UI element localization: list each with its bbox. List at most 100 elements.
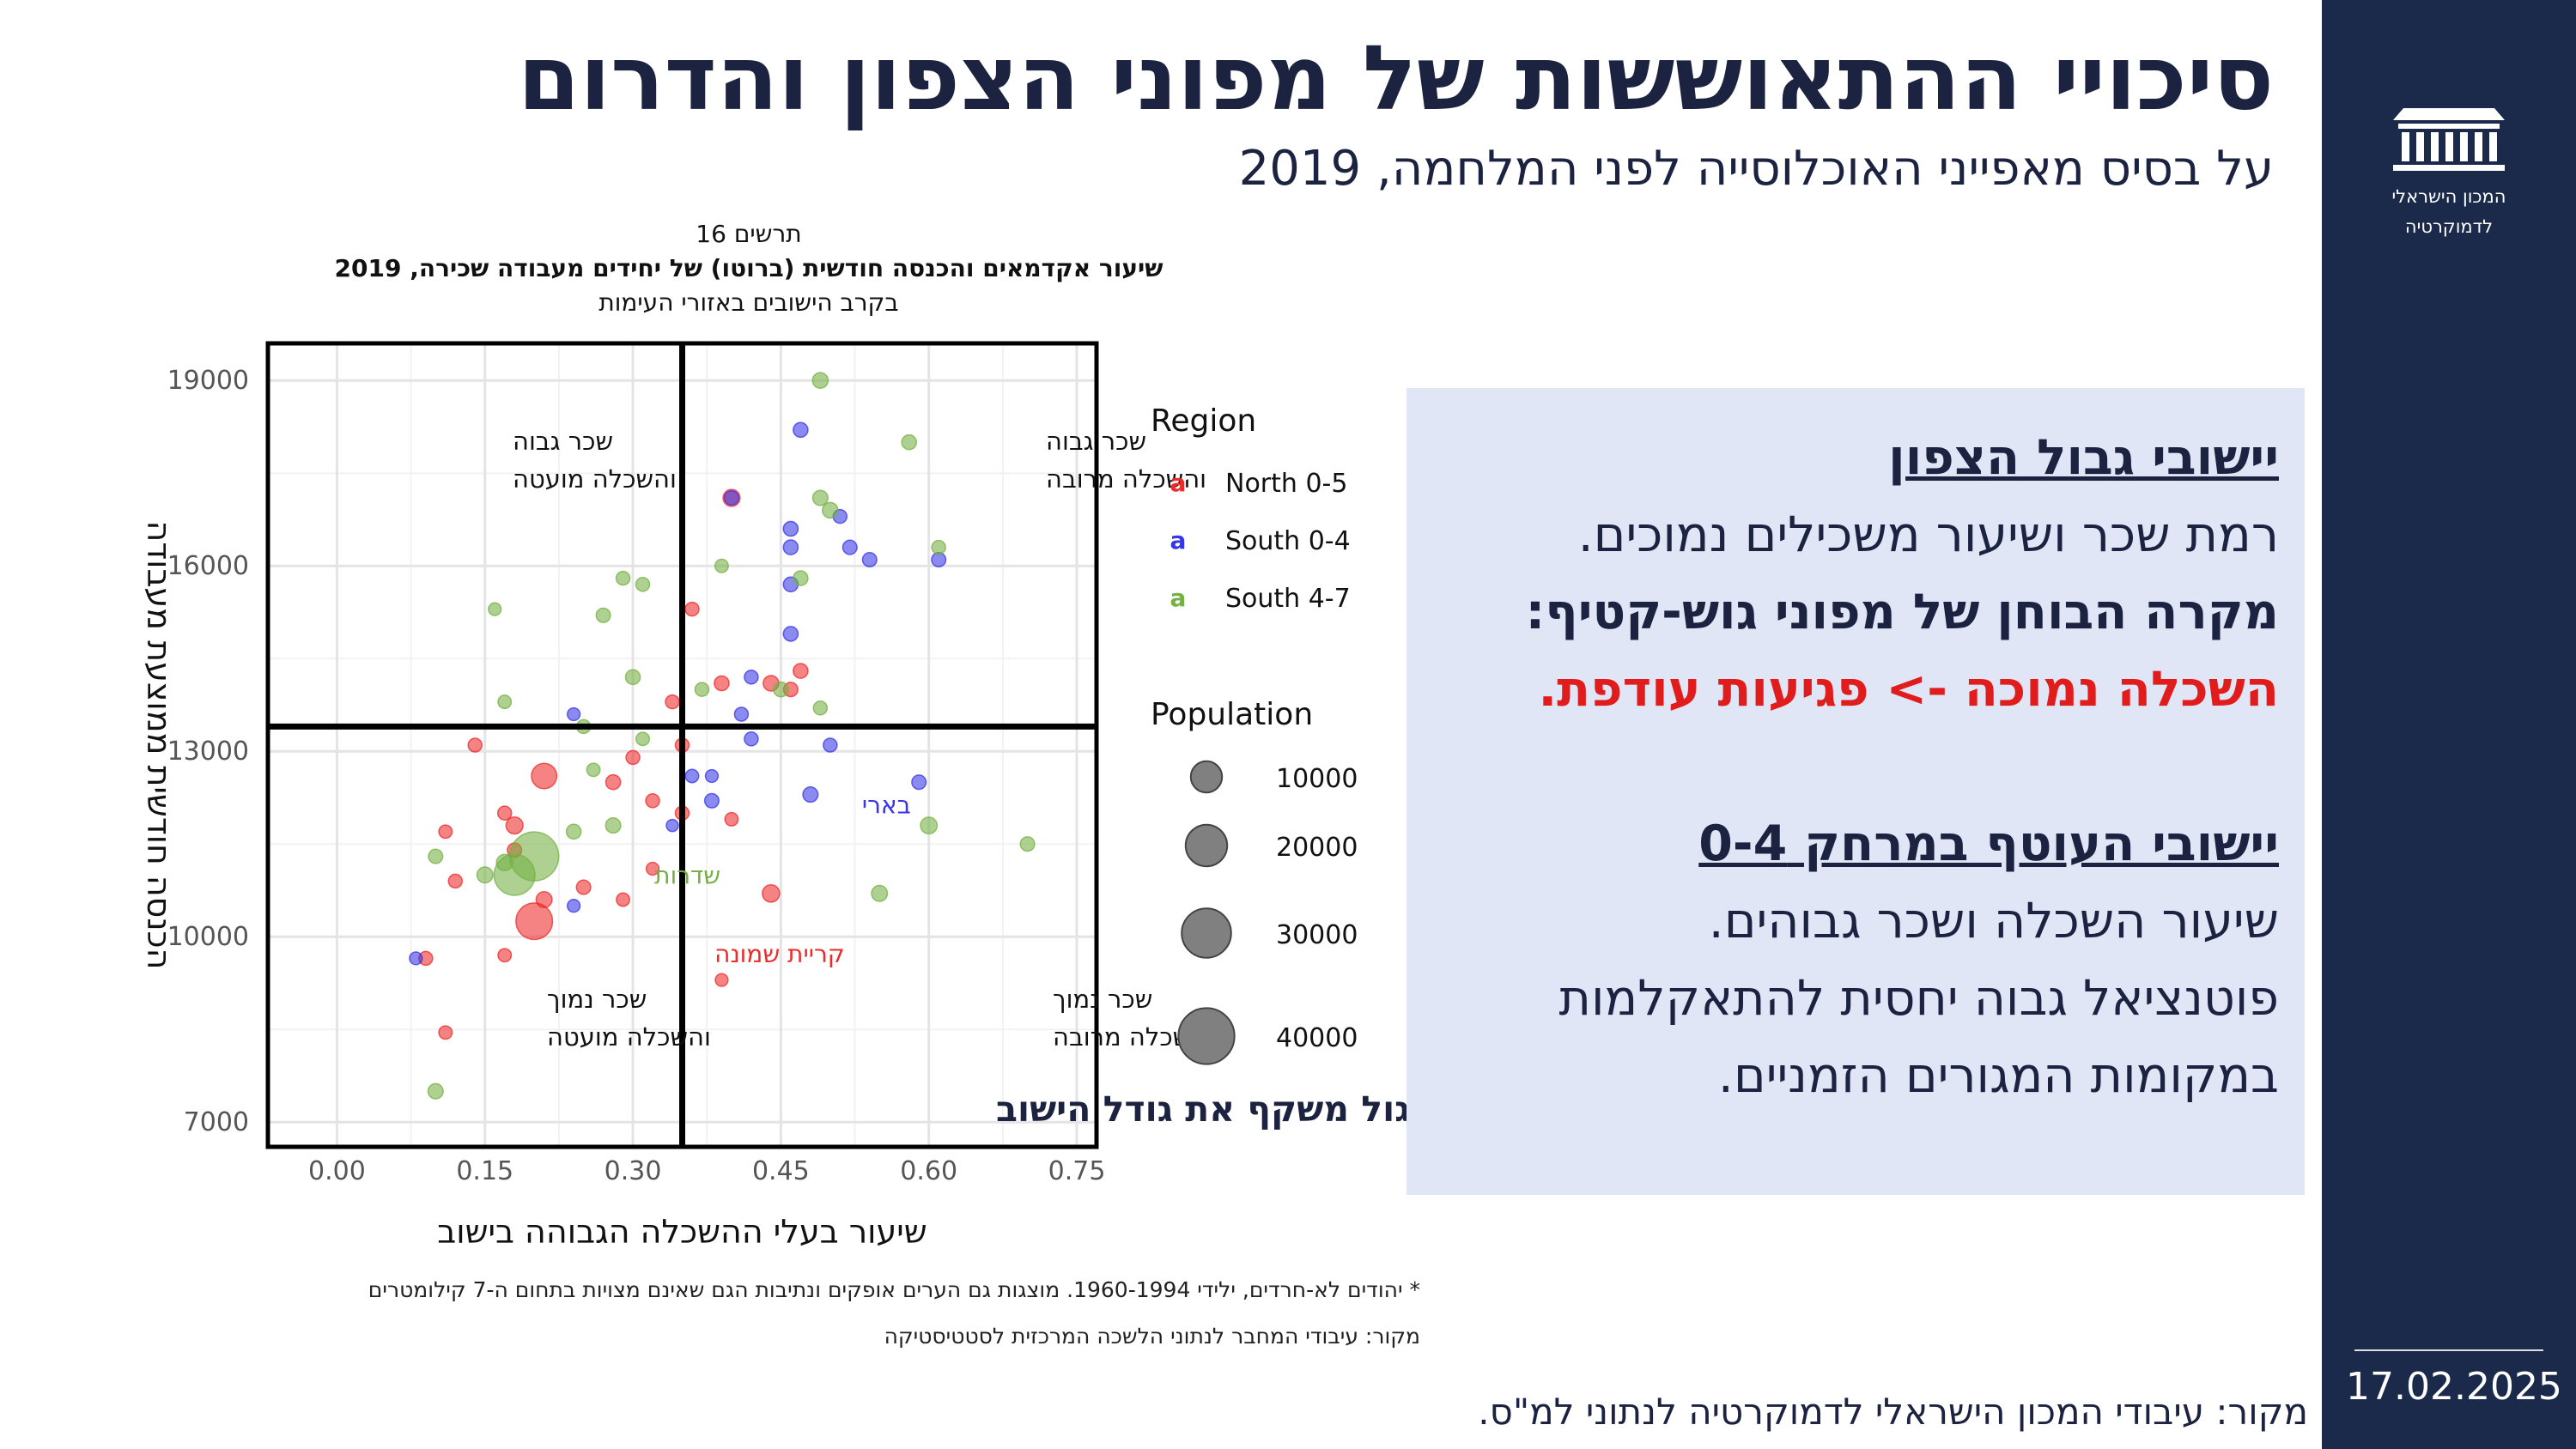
data-point-south-4-7	[605, 817, 622, 834]
data-point-south-4-7	[428, 848, 444, 864]
quadrant-label: והשכלה מועטה	[547, 1022, 711, 1052]
point-label: קריית שמונה	[714, 940, 844, 968]
y-tick-label: 19000	[167, 366, 249, 396]
building-icon	[2393, 108, 2505, 171]
data-point-south-4-7	[812, 700, 829, 716]
data-point-south-4-7	[615, 570, 631, 586]
y-tick-label: 7000	[184, 1107, 249, 1137]
data-point-north-0-5	[645, 861, 660, 876]
data-point-south-0-4	[802, 786, 819, 803]
data-point-north-0-5	[447, 873, 464, 889]
panel-heading-south: יישובי העוטף במרחק 0-4	[1698, 815, 2279, 872]
slide-source: מקור: עיבודי המכון הישראלי לדמוקרטיה לנת…	[1478, 1391, 2308, 1433]
chart-footnote: * יהודים לא-חרדים, ילידי 1960-1994. מוצג…	[368, 1277, 1420, 1302]
data-point-south-4-7	[624, 669, 641, 686]
size-note: גודל העיגול משקף את גודל הישוב	[996, 1088, 1443, 1130]
data-point-south-4-7	[495, 853, 513, 872]
x-tick-label: 0.75	[1048, 1156, 1106, 1186]
data-point-north-0-5	[515, 902, 554, 941]
data-point-south-0-4	[782, 626, 799, 642]
data-point-south-0-4	[703, 792, 720, 809]
data-point-south-4-7	[822, 501, 839, 519]
data-point-south-0-4	[723, 489, 739, 506]
data-point-north-0-5	[438, 1025, 453, 1040]
data-point-north-0-5	[714, 675, 730, 692]
data-point-south-4-7	[595, 607, 611, 623]
logo-line-1: המכון הישראלי	[2391, 186, 2506, 207]
insight-panel: יישובי גבול הצפון רמת שכר ושיעור משכילים…	[1406, 388, 2305, 1195]
panel-line-4: שיעור השכלה ושכר גבוהים.	[1708, 893, 2279, 949]
data-point-north-0-5	[645, 793, 660, 809]
legend-size-label: 20000	[1276, 833, 1358, 863]
x-tick-label: 0.30	[605, 1156, 662, 1186]
data-point-north-0-5	[438, 824, 453, 840]
data-point-south-4-7	[773, 681, 789, 698]
data-point-north-0-5	[665, 694, 680, 710]
idi-logo: המכון הישראלי לדמוקרטיה	[2384, 106, 2514, 239]
data-point-south-4-7	[694, 682, 710, 697]
data-point-north-0-5	[625, 749, 641, 766]
data-point-south-4-7	[871, 884, 889, 902]
data-point-south-4-7	[476, 866, 494, 884]
legend-key-glyph: a	[1170, 584, 1187, 612]
data-point-north-0-5	[496, 805, 513, 821]
data-point-north-0-5	[762, 883, 781, 903]
legend-series-label: South 4-7	[1225, 584, 1351, 614]
panel-heading-north: יישובי גבול הצפון	[1888, 429, 2279, 486]
data-point-south-4-7	[793, 570, 809, 586]
scatter-chart: תרשים 16 שיעור אקדמאים והכנסה חודשית (ברו…	[140, 220, 1443, 1251]
data-point-north-0-5	[575, 879, 592, 895]
quadrant-label: שכר גבוה	[513, 427, 613, 456]
data-point-south-0-4	[744, 670, 759, 685]
data-point-south-0-4	[733, 706, 750, 722]
panel-line-2: מקרה הבוחן של מפוני גוש-קטיף:	[1525, 584, 2279, 640]
legend-series-label: North 0-5	[1225, 469, 1347, 499]
data-point-south-0-4	[823, 737, 838, 753]
slide-title: סיכויי ההתאוששות של מפוני הצפון והדרום	[517, 26, 2274, 130]
data-point-south-0-4	[566, 706, 581, 722]
panel-spacer	[1420, 728, 2279, 805]
data-point-south-0-4	[782, 539, 799, 555]
data-point-south-0-4	[911, 774, 927, 791]
data-point-south-0-4	[793, 421, 809, 439]
chart-title-line-3: בקרב הישובים באזורי העימות	[598, 288, 898, 317]
legend-size-circle	[1184, 823, 1229, 868]
data-point-south-0-4	[665, 818, 679, 833]
legend-key-glyph: a	[1170, 526, 1187, 555]
legend-key-glyph: a	[1170, 469, 1187, 497]
data-point-south-0-4	[684, 768, 700, 784]
panel-line-1: רמת שכר ושיעור משכילים נמוכים.	[1577, 506, 2279, 563]
slide-subtitle: על בסיס מאפייני האוכלוסייה לפני המלחמה, …	[1238, 141, 2274, 197]
data-point-north-0-5	[535, 890, 553, 909]
y-tick-label: 16000	[167, 551, 249, 581]
data-point-north-0-5	[505, 815, 524, 835]
x-tick-label: 0.00	[308, 1156, 366, 1186]
legend-size-circle	[1189, 760, 1224, 794]
y-tick-label: 13000	[167, 737, 249, 767]
data-point-south-4-7	[488, 602, 502, 616]
legend-size-circle	[1181, 907, 1232, 959]
data-point-south-4-7	[635, 577, 651, 592]
x-tick-label: 0.60	[900, 1156, 957, 1186]
data-point-north-0-5	[684, 601, 700, 617]
data-point-south-4-7	[635, 731, 651, 747]
data-point-south-0-4	[861, 551, 878, 568]
data-point-south-4-7	[901, 433, 918, 451]
quadrant-label: שכר נמוך	[547, 985, 647, 1014]
data-point-north-0-5	[724, 811, 739, 827]
chart-title-line-1: תרשים 16	[696, 220, 801, 248]
point-label: בארי	[862, 791, 911, 820]
chart-source: מקור: עיבודי המחבר לנתוני הלשכה המרכזית …	[884, 1324, 1420, 1349]
legend-series-label: South 0-4	[1225, 526, 1351, 556]
data-point-south-4-7	[586, 762, 601, 778]
date-divider	[2354, 1349, 2543, 1351]
data-point-north-0-5	[531, 762, 558, 790]
legend-region-title: Region	[1151, 403, 1256, 439]
legend-size-circle	[1177, 1007, 1236, 1065]
data-point-south-0-4	[744, 731, 759, 747]
data-point-north-0-5	[616, 892, 631, 907]
quadrant-label: והשכלה מועטה	[513, 464, 677, 494]
data-point-north-0-5	[497, 948, 513, 963]
data-point-south-4-7	[497, 694, 513, 710]
data-point-south-4-7	[931, 539, 946, 555]
